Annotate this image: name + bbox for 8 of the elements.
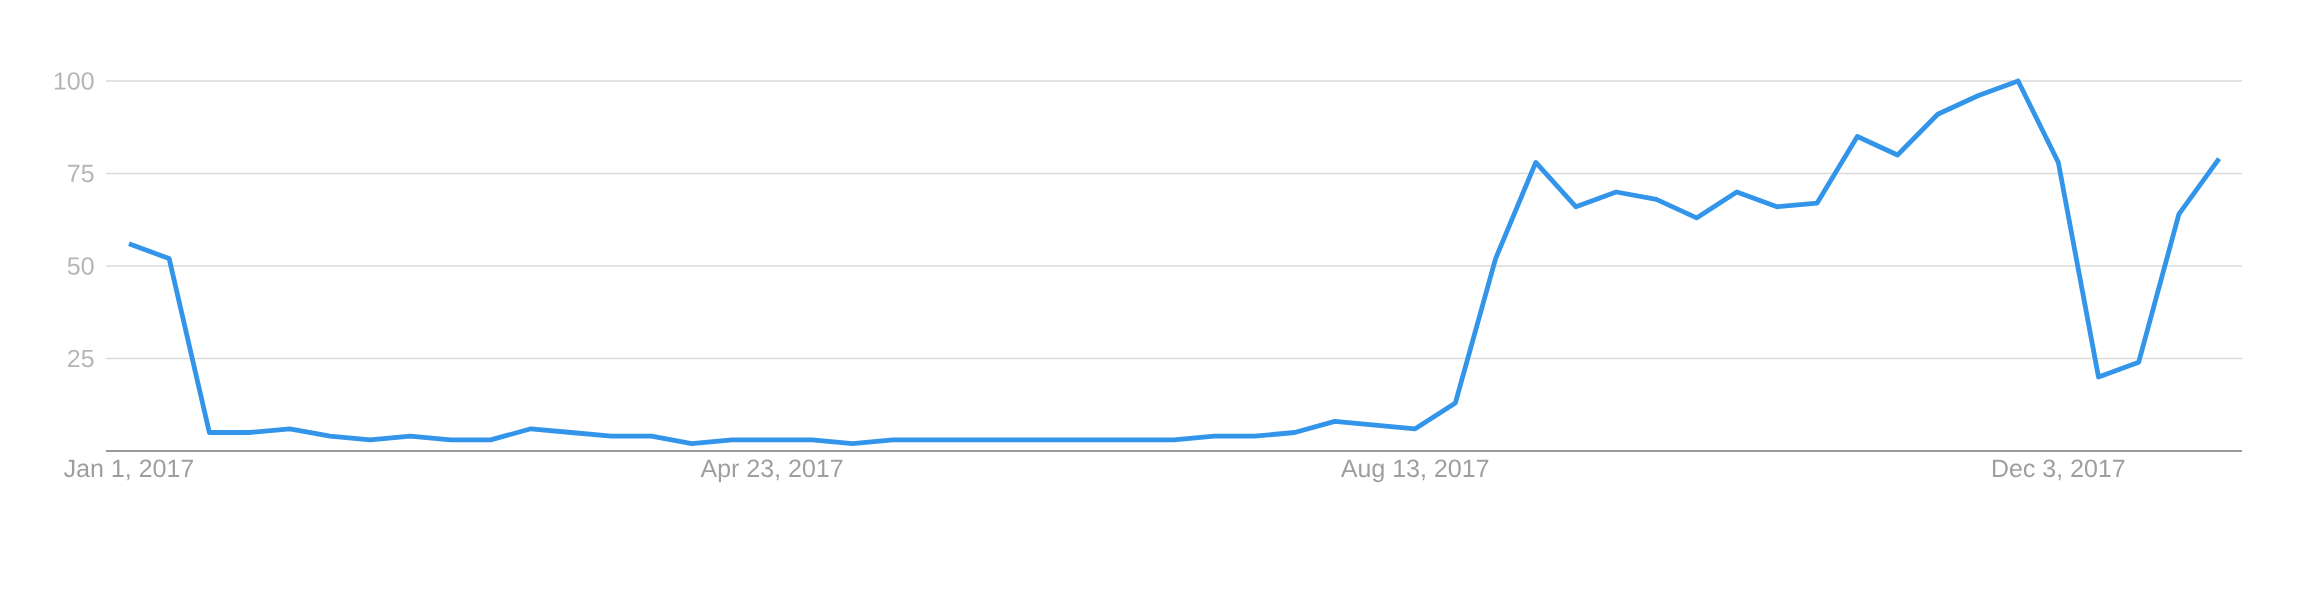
y-tick-label: 50 <box>67 257 94 275</box>
y-tick-label: 75 <box>68 164 94 183</box>
y-tick-label: 25 <box>68 349 94 368</box>
x-tick-label: Dec 3, 2017 <box>1992 459 2125 481</box>
y-tick-label: 100 <box>54 72 94 90</box>
x-tick-label: Apr 23, 2017 <box>700 459 843 483</box>
x-tick-label: Aug 13, 2017 <box>1340 459 1489 483</box>
x-tick-label: Jan 1, 2017 <box>64 459 194 481</box>
